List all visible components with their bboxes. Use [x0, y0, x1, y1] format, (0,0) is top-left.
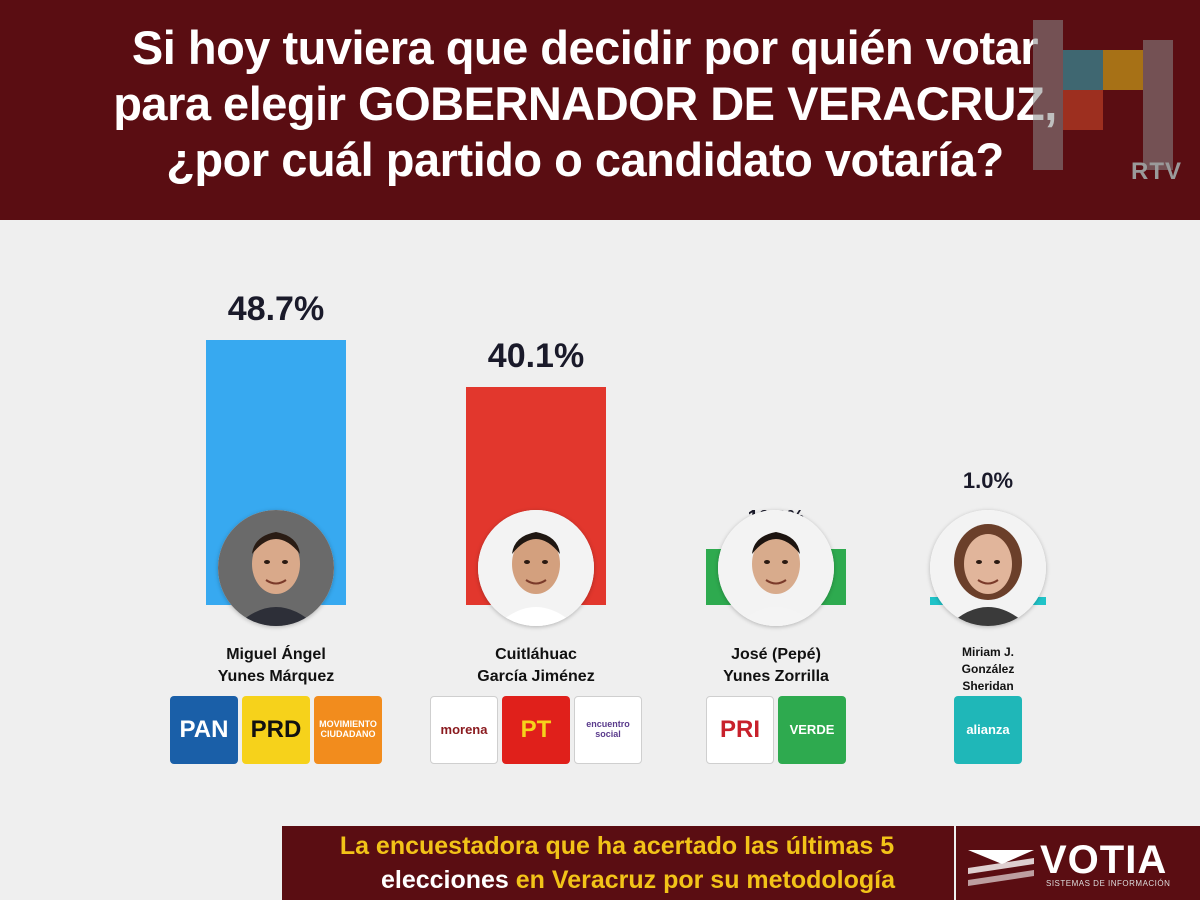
candidate-name-miriam-gonzalez: Miriam J. González Sheridan: [961, 645, 1015, 693]
party-logo-morena: morena: [430, 696, 498, 764]
party-logo-alianza: alianza: [954, 696, 1022, 764]
candidate-photo-cuitlahuac-garcia: [478, 510, 594, 626]
party-logo-encuentro-social: encuentro social: [574, 696, 642, 764]
footer-tagline: La encuestadora que ha acertado las últi…: [282, 826, 954, 900]
party-logo-verde: VERDE: [778, 696, 846, 764]
tagline-line-2: elecciones en Veracruz por su metodologí…: [380, 866, 896, 894]
question-line-1: Si hoy tuviera que decidir por quién vot…: [131, 21, 1039, 74]
vote-intention-chart: 48.7% 40.1% 10.2% 1.0% Miguel Ángel Yune…: [0, 220, 1200, 820]
candidate-photo-miriam-gonzalez: [930, 510, 1046, 626]
votia-logo: VOTIA SISTEMAS DE INFORMACIÓN: [956, 826, 1200, 900]
tagline-line-1: La encuestadora que ha acertado las últi…: [339, 832, 895, 860]
value-label-miguel-angel-yunes: 48.7%: [227, 290, 325, 328]
party-logo-pri: PRI: [706, 696, 774, 764]
header-banner: Si hoy tuviera que decidir por quién vot…: [0, 0, 1200, 220]
candidate-name-miguel-angel-yunes: Miguel Ángel Yunes Márquez: [217, 646, 335, 685]
votia-brand: VOTIA: [1040, 838, 1168, 882]
value-label-miriam-gonzalez: 1.0%: [962, 468, 1014, 493]
candidate-name-cuitlahuac-garcia: Cuitláhuac García Jiménez: [477, 646, 595, 685]
votia-mark-icon: [968, 850, 1034, 886]
party-logo-prd: PRD: [242, 696, 310, 764]
rtv-logo-icon: [1003, 10, 1188, 180]
question-line-2: para elegir GOBERNADOR DE VERACRUZ,: [113, 77, 1057, 130]
party-logo-pt: PT: [502, 696, 570, 764]
candidate-photo-pepe-yunes: [718, 510, 834, 626]
candidate-name-pepe-yunes: José (Pepé) Yunes Zorrilla: [723, 646, 829, 685]
candidate-photo-miguel-angel-yunes: [218, 510, 334, 626]
party-logo-pan: PAN: [170, 696, 238, 764]
votia-brand-sub: SISTEMAS DE INFORMACIÓN: [1046, 879, 1171, 888]
rtv-watermark: RTV: [1131, 158, 1182, 185]
value-label-cuitlahuac-garcia: 40.1%: [487, 336, 585, 375]
question-line-3: ¿por cuál partido o candidato votaría?: [166, 133, 1004, 186]
question-title: Si hoy tuviera que decidir por quién vot…: [20, 20, 1150, 188]
party-logo-movimiento-ciudadano: MOVIMIENTO CIUDADANO: [314, 696, 382, 764]
